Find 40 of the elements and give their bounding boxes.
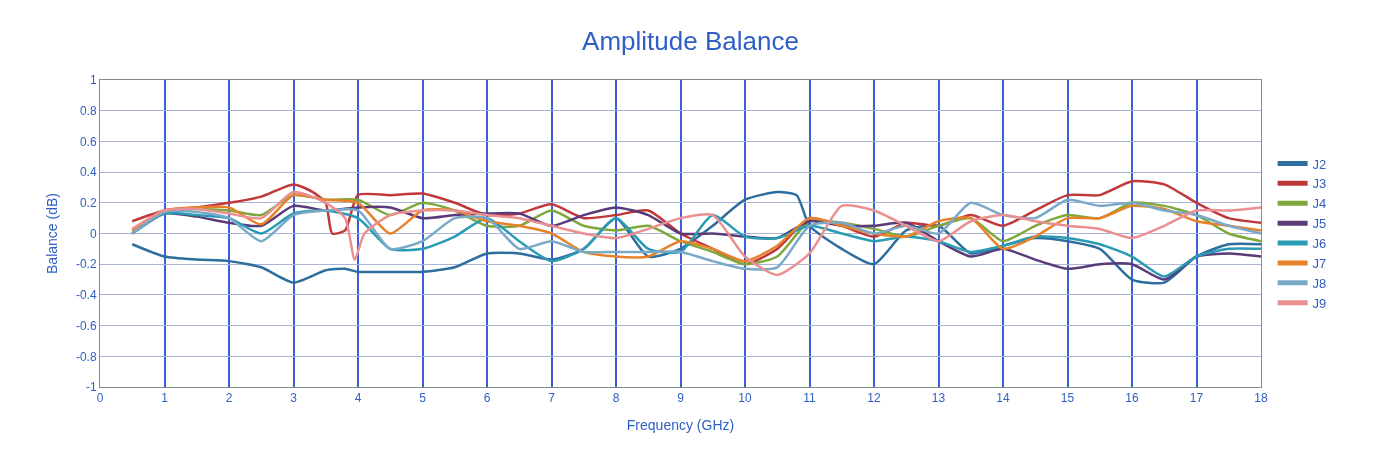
legend-label: J3 — [1312, 176, 1327, 192]
x-tick-label: 7 — [548, 391, 556, 406]
y-tick-label: 1 — [89, 73, 97, 88]
x-tick-label: 6 — [483, 391, 491, 406]
x-tick-label: 3 — [290, 391, 298, 406]
legend-label: J5 — [1312, 216, 1327, 232]
x-tick-label: 2 — [225, 391, 233, 406]
legend-label: J9 — [1312, 295, 1327, 311]
x-tick-label: 17 — [1189, 391, 1204, 406]
x-tick-label: 15 — [1060, 391, 1075, 406]
x-tick-label: 8 — [612, 391, 620, 406]
y-tick-label: -1 — [85, 380, 97, 395]
x-tick-label: 10 — [738, 391, 752, 406]
x-tick-label: 11 — [803, 391, 817, 406]
y-tick-label: -0.6 — [75, 318, 97, 333]
x-tick-label: 18 — [1254, 391, 1268, 406]
legend-label: J2 — [1312, 156, 1327, 172]
y-tick-label: 0.8 — [79, 103, 97, 118]
x-tick-label: 14 — [996, 391, 1010, 406]
legend-label: J6 — [1312, 236, 1327, 252]
x-tick-label: 16 — [1125, 391, 1139, 406]
x-tick-label: 13 — [931, 391, 946, 406]
x-tick-label: 1 — [161, 391, 169, 406]
legend-label: J8 — [1312, 275, 1327, 291]
y-tick-label: 0.4 — [79, 165, 97, 180]
y-tick-label: -0.4 — [75, 288, 97, 303]
x-tick-label: 9 — [677, 391, 685, 406]
x-tick-label: 4 — [354, 391, 362, 406]
y-tick-label: 0.6 — [79, 134, 97, 149]
x-tick-label: 12 — [867, 391, 881, 406]
y-tick-label: 0 — [89, 226, 97, 241]
y-tick-label: 0.2 — [79, 196, 97, 210]
legend-label: J4 — [1312, 196, 1327, 212]
x-axis-title: Frequency (GHz) — [626, 416, 735, 433]
y-tick-label: -0.2 — [75, 257, 97, 272]
y-axis-title: Balance (dB) — [43, 193, 60, 274]
x-tick-label: 5 — [419, 391, 427, 406]
legend-label: J7 — [1312, 256, 1327, 272]
chart-title: Amplitude Balance — [582, 26, 799, 57]
y-tick-label: -0.8 — [75, 349, 97, 364]
